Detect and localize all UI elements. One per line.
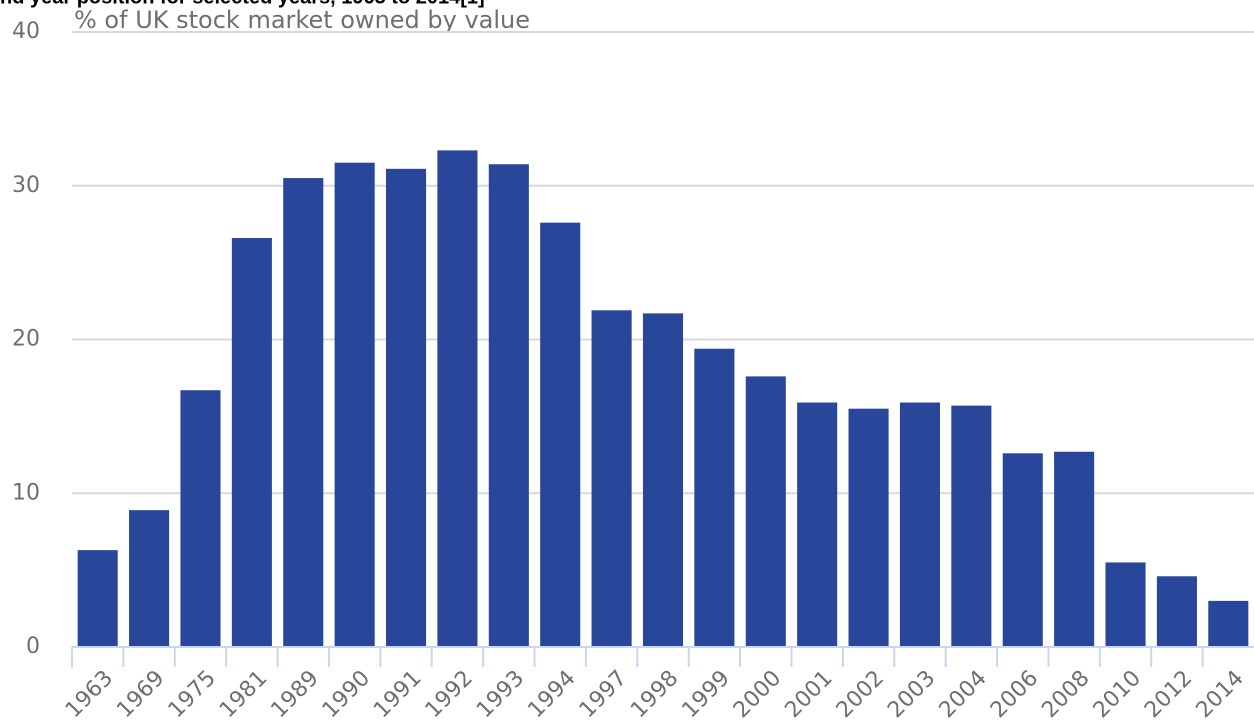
bar [334, 162, 375, 647]
y-tick-label: 10 [12, 480, 40, 505]
bar [899, 402, 940, 647]
bar [77, 550, 118, 647]
x-tick-label: 1981 [215, 666, 272, 723]
x-tick-label: 1991 [369, 666, 426, 723]
bar [283, 178, 324, 647]
bar [1208, 600, 1249, 647]
bar [231, 238, 272, 647]
x-tick-label: 1989 [266, 666, 323, 723]
y-tick-label: 20 [12, 327, 40, 352]
x-tick-label: 1994 [523, 666, 580, 723]
x-tick-label: 2001 [780, 666, 837, 723]
x-tick-label: 1999 [678, 666, 735, 723]
x-tick-label: 1975 [164, 666, 221, 723]
bar [745, 376, 786, 647]
x-tick-label: 2002 [832, 666, 889, 723]
bar [540, 222, 581, 647]
x-tick-label: 2004 [935, 666, 992, 723]
x-tick-label: 1992 [421, 666, 478, 723]
x-tick-label: 2006 [986, 666, 1043, 723]
x-tick-label: 2008 [1037, 666, 1094, 723]
bar [129, 510, 170, 647]
y-tick-label: 30 [12, 173, 40, 198]
bar [437, 150, 478, 647]
bar [694, 348, 735, 647]
bar [488, 164, 529, 647]
x-tick-label: 2014 [1192, 666, 1249, 723]
bar [386, 168, 427, 647]
bar [951, 405, 992, 647]
bar [1054, 451, 1095, 647]
x-tick-label: 2012 [1140, 666, 1197, 723]
x-tick-label: 2010 [1089, 666, 1146, 723]
bar [1105, 562, 1146, 647]
x-tick-label: 1997 [575, 666, 632, 723]
x-tick-label: 2000 [729, 666, 786, 723]
bar [797, 402, 838, 647]
y-tick-label: 0 [26, 634, 40, 659]
x-tick-label: 1990 [318, 666, 375, 723]
bar [180, 390, 221, 647]
bar [848, 408, 889, 647]
chart-title: nd year position for selected years, 196… [0, 0, 485, 8]
x-tick-label: 1998 [626, 666, 683, 723]
bar [591, 310, 632, 647]
y-tick-label: 40 [12, 19, 40, 44]
x-tick-label: 1993 [472, 666, 529, 723]
x-tick-label: 1963 [61, 666, 118, 723]
bar [1156, 576, 1197, 647]
y-axis-label: % of UK stock market owned by value [74, 6, 530, 34]
bar [642, 313, 684, 647]
x-tick-label: 2003 [883, 666, 940, 723]
bar [1002, 453, 1043, 647]
x-tick-label: 1969 [112, 666, 169, 723]
